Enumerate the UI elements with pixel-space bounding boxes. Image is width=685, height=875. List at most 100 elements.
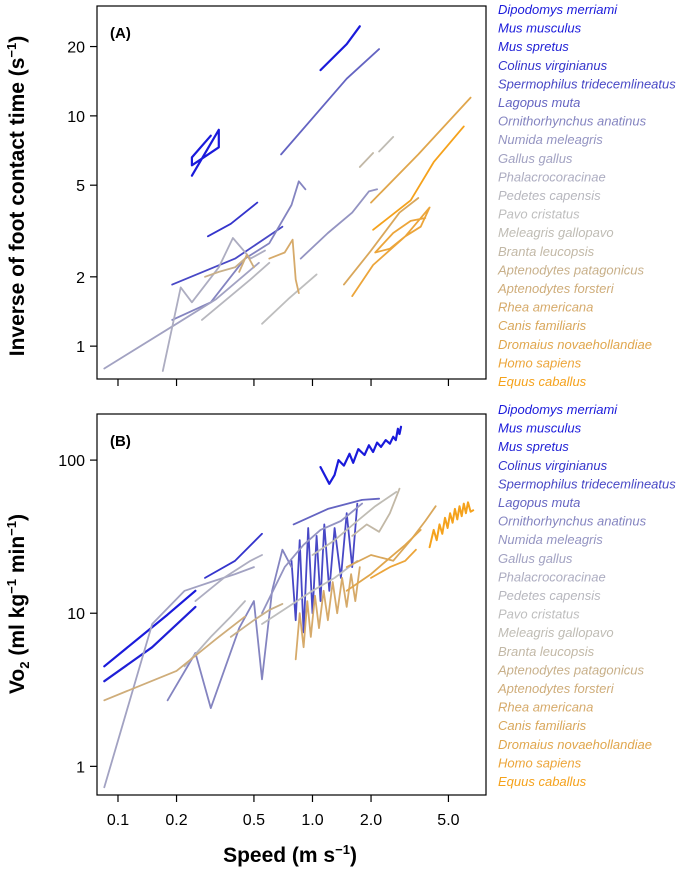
panel-a-series-phalacrocoracinae xyxy=(161,237,266,372)
panel-a-y-title-end: ) xyxy=(6,36,29,43)
panel-a-series-gallus-gallus xyxy=(103,261,260,370)
panel-b-y-title-v: V xyxy=(6,680,29,694)
panel-a-legend-entry: Pedetes capensis xyxy=(498,188,601,203)
panel-b-legend-entry: Canis familiaris xyxy=(498,718,587,733)
panel-a-series-pavo-cristatus xyxy=(261,273,318,325)
panel-b-series-rhea-americana xyxy=(294,566,361,661)
panel-b-series-spermophilus-tridecemlineatus xyxy=(290,502,359,634)
panel-a-frame xyxy=(96,5,487,380)
panel-b-y-title-exp2: −1 xyxy=(4,521,19,536)
panel-a-y-axis-title: Inverse of foot contact time (s−1) xyxy=(4,36,29,357)
panel-b-legend-entry: Ornithorhynchus anatinus xyxy=(498,514,647,529)
panel-b-y-title-min: min xyxy=(6,536,29,579)
panel-b-y-title-o: o xyxy=(6,669,29,682)
panel-b-legend-entry: Gallus gallus xyxy=(498,551,573,566)
panel-a-legend-entry: Aptenodytes patagonicus xyxy=(497,262,644,277)
panel-b-y-title-end: ) xyxy=(6,514,29,521)
panel-a-legend-entry: Numida meleagris xyxy=(498,132,603,147)
panel-b-series-aptenodytes-forsteri xyxy=(103,615,246,702)
panel-b-legend-entry: Mus spretus xyxy=(498,439,569,454)
panel-a-legend-entry: Mus musculus xyxy=(498,21,582,36)
panel-b-y-title-mid: (ml kg xyxy=(6,594,29,662)
panel-a-series-rhea-americana xyxy=(268,238,300,295)
panel-b-series-numida-meleagris xyxy=(261,502,364,615)
panel-a-legend-entry: Gallus gallus xyxy=(498,151,573,166)
panel-b-series-equus-caballus xyxy=(428,501,475,549)
panel-a-y-title-main: Inverse of foot contact time (s xyxy=(6,58,29,357)
panel-b-legend-entry: Pedetes capensis xyxy=(498,588,601,603)
panel-a-series xyxy=(103,25,472,372)
panel-b-series-lagopus-muta xyxy=(292,497,381,526)
panel-a-series-spermophilus-tridecemlineatus xyxy=(171,225,284,286)
panel-b-series-homo-sapiens xyxy=(370,548,417,579)
panel-a-series-homo-sapiens xyxy=(351,206,431,298)
x-tick-label: 0.1 xyxy=(107,812,129,829)
panel-a-series-aptenodytes-patagonicus xyxy=(204,257,246,278)
panel-a: (A) 1 2 5 10 20 Inverse of foot contact time… xyxy=(4,5,487,380)
panel-a-series-numida-meleagris xyxy=(299,188,379,260)
panel-a-y-tick-label: 20 xyxy=(67,40,85,57)
panel-a-legend-entry: Aptenodytes forsteri xyxy=(497,281,615,296)
panel-b-series xyxy=(103,425,475,789)
x-axis: 0.1 0.2 0.5 1.0 2.0 5.0 xyxy=(107,379,460,829)
panel-a-legend-entry: Canis familiaris xyxy=(498,318,587,333)
panel-b-legend-entry: Phalacrocoracinae xyxy=(498,569,606,584)
x-tick-label: 2.0 xyxy=(360,812,382,829)
panel-a-series-aptenodytes-forsteri xyxy=(238,253,255,273)
panel-b-y-ticks: 1 10 100 xyxy=(58,453,97,776)
panel-a-series-colinus-virginianus xyxy=(206,201,259,238)
panel-b-y-tick-label: 1 xyxy=(76,759,85,776)
panel-a-series-equus-caballus xyxy=(372,125,465,231)
panel-b-series-phalacrocoracinae xyxy=(194,554,263,602)
panel-a-legend-entry: Meleagris gallopavo xyxy=(498,225,614,240)
panel-b-series-mus-musculus xyxy=(103,589,197,668)
panel-b-legend-entry: Numida meleagris xyxy=(498,532,603,547)
panel-a-label: (A) xyxy=(110,25,131,42)
panel-a-legend-entry: Colinus virginianus xyxy=(498,58,608,73)
x-title-main: Speed (m s xyxy=(223,844,335,867)
panel-b-series-pavo-cristatus xyxy=(261,559,359,625)
panel-b-series-colinus-virginianus xyxy=(204,532,263,579)
panel-b-series-pedetes-capensis xyxy=(183,600,246,668)
panel-a-y-tick-label: 5 xyxy=(76,178,85,195)
panel-b-y-title-exp1: −1 xyxy=(4,579,19,594)
panel-b-legend-entry: Colinus virginianus xyxy=(498,458,608,473)
panel-a-legend-entry: Pavo cristatus xyxy=(498,207,580,222)
panel-b-legend-entry: Aptenodytes patagonicus xyxy=(497,662,644,677)
panel-a-legend-entry: Ornithorhynchus anatinus xyxy=(498,114,647,129)
panel-b-legend-entry: Pavo cristatus xyxy=(498,607,580,622)
panel-a-legend-entry: Homo sapiens xyxy=(498,355,582,370)
x-tick-label: 0.5 xyxy=(243,812,265,829)
panel-a-legend: Dipodomys merriami Mus musculus Mus spretu… xyxy=(497,2,676,389)
panel-b-y-axis-title: Vo2 (ml kg−1 min−1) xyxy=(4,514,32,694)
panel-a-y-tick-label: 1 xyxy=(76,339,85,356)
panel-a-series-dipodomys-merriami xyxy=(319,25,361,72)
panel-a-legend-entry: Equus caballus xyxy=(498,374,587,389)
panel-b-legend-entry: Equus caballus xyxy=(498,774,587,789)
panel-a-legend-entry: Spermophilus tridecemlineatus xyxy=(498,76,676,91)
panel-a-legend-entry: Phalacrocoracinae xyxy=(498,169,606,184)
panel-b-legend: Dipodomys merriami Mus musculus Mus spretu… xyxy=(497,402,676,789)
panel-b-series-gallus-gallus xyxy=(103,566,255,789)
panel-a-series-meleagris-gallopavo xyxy=(378,135,395,153)
panel-a-series-branta-leucopsis xyxy=(358,152,375,168)
x-title-exp: −1 xyxy=(335,842,350,857)
panel-b-label: (B) xyxy=(110,433,131,450)
panel-a-series-canis-familiaris xyxy=(342,197,420,286)
panel-b-legend-entry: Dromaius novaehollandiae xyxy=(498,737,652,752)
x-title-end: ) xyxy=(350,844,357,867)
panel-a-series-mus-musculus xyxy=(190,128,220,177)
panel-b-legend-entry: Rhea americana xyxy=(498,700,593,715)
panel-b-series-aptenodytes-patagonicus xyxy=(229,603,284,638)
panel-b-legend-entry: Spermophilus tridecemlineatus xyxy=(498,476,676,491)
panel-b-series-dipodomys-merriami xyxy=(319,425,403,485)
panel-b-y-tick-label: 10 xyxy=(67,606,85,623)
x-axis-title: Speed (m s−1) xyxy=(223,842,357,867)
panel-b-legend-entry: Lagopus muta xyxy=(498,495,580,510)
panel-a-legend-entry: Lagopus muta xyxy=(498,95,580,110)
x-tick-label: 0.2 xyxy=(165,812,187,829)
panel-a-y-ticks: 1 2 5 10 20 xyxy=(67,40,97,356)
panel-b-legend-entry: Meleagris gallopavo xyxy=(498,625,614,640)
panel-b-series-canis-familiaris xyxy=(345,505,437,568)
panel-b-y-tick-label: 100 xyxy=(58,453,85,470)
